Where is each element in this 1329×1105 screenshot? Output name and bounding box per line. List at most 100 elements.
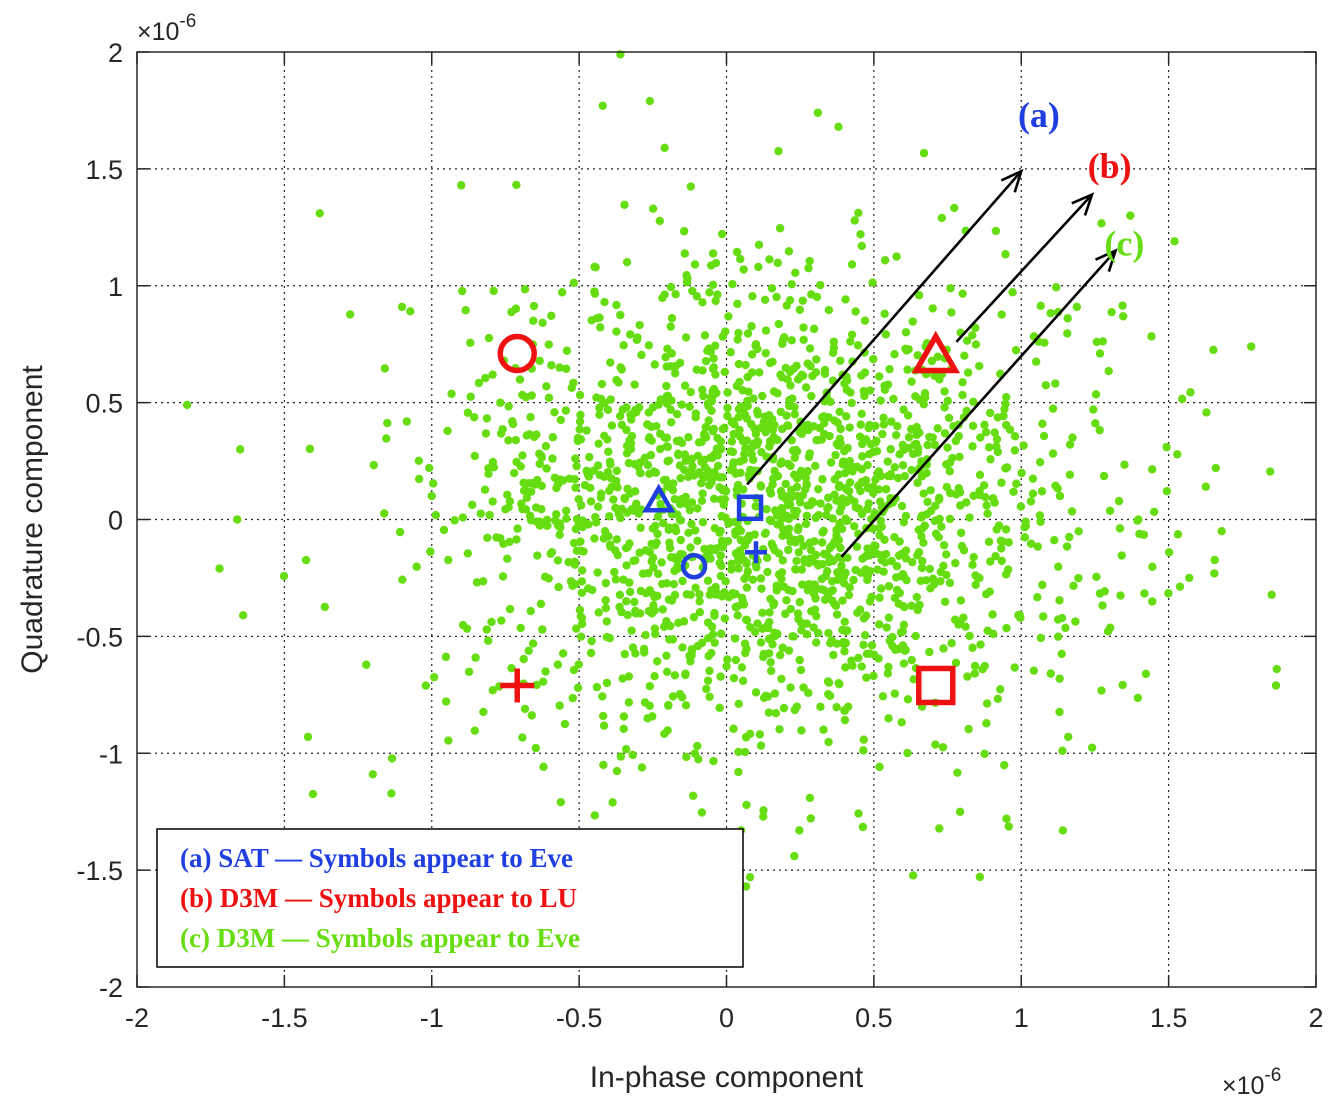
eve-symbol-point [729,724,738,733]
eve-symbol-point [516,462,525,471]
eve-symbol-point [542,382,551,391]
eve-symbol-point [572,624,581,633]
eve-symbol-point [801,519,811,529]
eve-symbol-point [980,661,989,671]
eve-symbol-point [767,284,777,293]
eve-symbol-point [706,544,715,553]
eve-symbol-point [478,577,488,586]
eve-symbol-point [691,409,701,418]
eve-symbol-point [835,407,844,417]
eve-symbol-point [733,335,742,344]
eve-symbol-point [854,481,863,491]
eve-symbol-point [599,472,609,481]
eve-symbol-point [686,543,695,552]
eve-symbol-point [576,632,586,641]
eve-symbol-point [616,513,625,523]
eve-symbol-point [840,379,849,388]
eve-symbol-point [728,447,738,457]
eve-symbol-point [624,672,634,681]
eve-symbol-point [766,658,775,667]
eve-symbol-point [743,536,752,545]
eve-symbol-point [571,524,581,534]
y-axis-label: Quadrature component [16,365,49,674]
eve-symbol-point [668,692,678,701]
eve-symbol-point [660,433,670,443]
x-tick-label: 0.5 [855,1003,893,1033]
eve-symbol-point [538,677,548,686]
eve-symbol-point [1134,515,1143,524]
eve-symbol-point [745,872,755,882]
eve-symbol-point [891,430,901,440]
eve-symbol-point [829,650,838,660]
eve-symbol-point [846,388,855,397]
eve-symbol-point [610,567,619,577]
eve-symbol-point [674,449,683,458]
eve-symbol-point [814,484,823,494]
eve-symbol-point [742,559,751,568]
eve-symbol-point [481,373,490,383]
eve-symbol-point [984,443,994,452]
eve-symbol-point [959,546,969,555]
eve-symbol-point [1095,349,1105,358]
eve-symbol-point [834,679,843,688]
eve-symbol-point [991,552,1000,561]
eve-symbol-point [724,519,733,528]
eve-symbol-point [429,672,439,682]
eve-symbol-point [508,417,517,426]
eve-symbol-point [675,461,685,470]
eve-symbol-point [914,291,924,300]
eve-symbol-point [839,637,848,647]
x-tick-label: -1.5 [261,1003,308,1033]
eve-symbol-point [869,354,878,364]
eve-symbol-point [923,440,932,450]
eve-symbol-point [462,624,472,633]
eve-symbol-point [631,556,640,565]
eve-symbol-point [516,623,525,633]
eve-symbol-point [1089,405,1098,414]
eve-symbol-point [804,452,814,462]
eve-symbol-point [573,683,583,692]
eve-symbol-point [1072,302,1082,312]
eve-symbol-point [1149,507,1159,517]
eve-symbol-point [747,368,757,377]
eve-symbol-point [857,241,866,251]
eve-symbol-point [570,557,579,566]
eve-symbol-point [585,452,594,462]
eve-symbol-point [631,649,640,658]
sat-plus-marker [744,541,767,564]
eve-symbol-point [1010,432,1020,441]
eve-symbol-point [387,754,397,763]
eve-symbol-point [594,608,603,617]
eve-symbol-point [748,291,757,301]
eve-symbol-point [975,872,985,882]
eve-symbol-point [739,265,748,274]
eve-symbol-point [908,871,918,880]
eve-symbol-point [575,425,584,434]
eve-symbol-point [928,304,937,313]
eve-symbol-point [723,411,732,421]
legend-entry-d3m-lu: (b) D3M — Symbols appear to LU [180,883,577,913]
eve-symbol-point [671,289,680,299]
eve-symbol-point [1001,525,1011,534]
eve-symbol-point [903,365,912,374]
eve-symbol-point [1001,570,1011,579]
eve-symbol-point [425,463,434,473]
eve-symbol-point [1117,551,1126,560]
eve-symbol-point [609,495,618,504]
eve-symbol-point [643,420,652,429]
eve-symbol-point [718,424,728,434]
eve-symbol-point [619,724,628,734]
eve-symbol-point [667,396,676,405]
eve-symbol-point [480,485,490,494]
eve-symbol-point [875,593,884,602]
eve-symbol-point [858,822,868,832]
eve-symbol-point [818,475,827,484]
eve-symbol-point [887,556,896,566]
eve-symbol-point [872,549,881,558]
eve-symbol-point [830,416,839,425]
eve-symbol-point [1031,357,1041,366]
eve-symbol-point [586,483,595,493]
eve-symbol-point [794,548,803,557]
arrow-line [746,170,1023,486]
eve-symbol-point [859,746,868,755]
